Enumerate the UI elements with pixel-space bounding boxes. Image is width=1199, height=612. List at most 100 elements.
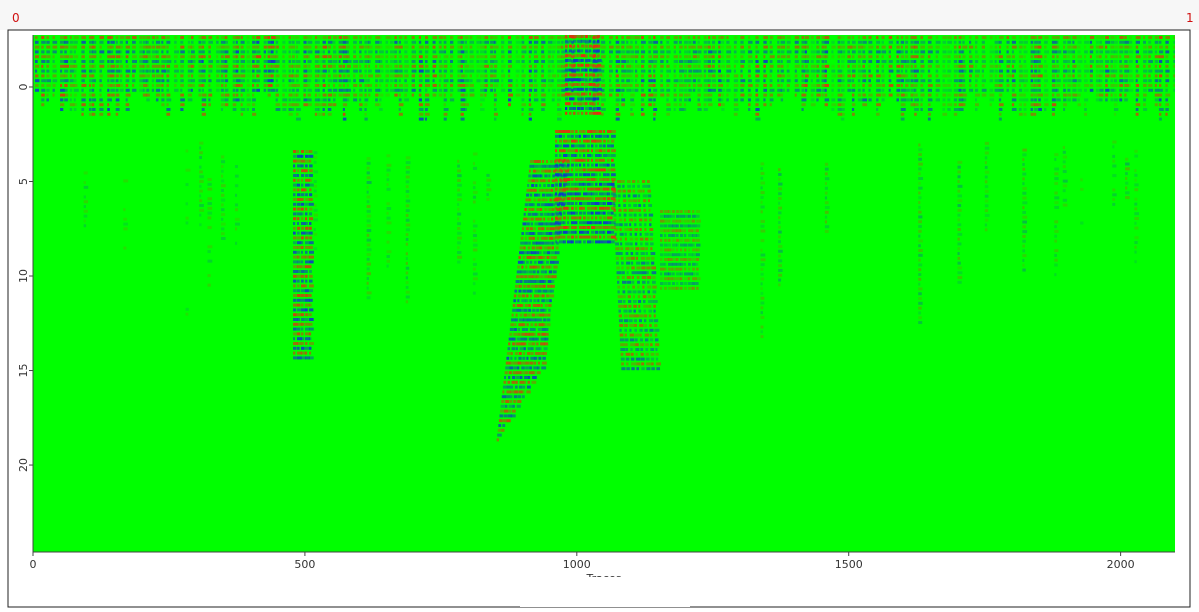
reflection — [367, 296, 371, 299]
reflection — [174, 70, 179, 73]
reflection — [323, 89, 325, 92]
reflection — [247, 89, 249, 92]
reflection — [315, 79, 318, 82]
reflection — [1054, 240, 1057, 243]
reflection — [198, 50, 201, 53]
reflection — [333, 36, 337, 39]
reflection — [339, 84, 342, 87]
reflection — [333, 60, 337, 63]
reflection — [502, 395, 506, 398]
reflection — [318, 70, 322, 73]
reflection — [889, 60, 893, 63]
reflection — [962, 79, 965, 82]
reflection — [721, 65, 725, 68]
reflection — [110, 79, 114, 82]
reflection — [557, 98, 561, 101]
reflection — [1024, 60, 1027, 63]
reflection — [626, 70, 630, 73]
reflection — [577, 97, 582, 100]
reflection — [621, 266, 623, 269]
reflection — [630, 343, 635, 346]
reflection — [1110, 70, 1114, 73]
reflection — [46, 89, 49, 92]
reflection — [579, 135, 581, 138]
reflection — [480, 60, 485, 63]
reflection — [308, 74, 313, 77]
reflection — [561, 41, 563, 44]
reflection — [156, 98, 159, 101]
reflection — [734, 55, 737, 58]
reflection — [216, 36, 219, 39]
reflection — [537, 366, 539, 369]
reflection — [982, 65, 986, 68]
reflection — [450, 41, 453, 44]
reflection — [591, 212, 594, 215]
reflection — [529, 98, 531, 101]
reflection — [241, 65, 245, 68]
reflection — [546, 323, 550, 326]
reflection — [1038, 46, 1041, 49]
reflection — [624, 319, 628, 322]
reflection — [593, 73, 595, 76]
reflection — [530, 160, 534, 163]
reflection — [305, 246, 309, 249]
reflection — [679, 108, 684, 111]
reflection — [293, 260, 298, 263]
reflection — [958, 175, 961, 178]
reflection — [146, 46, 151, 49]
reflection — [419, 36, 421, 39]
reflection — [470, 36, 473, 39]
page: {"chart_data": {"type": "radargram", "le… — [0, 0, 1199, 612]
reflection — [1129, 65, 1132, 68]
reflection — [514, 395, 518, 398]
reflection — [551, 184, 554, 187]
reflection — [74, 36, 79, 39]
reflection — [591, 168, 595, 171]
reflection — [110, 55, 115, 58]
reflection — [364, 89, 366, 92]
reflection — [595, 149, 599, 152]
reflection — [92, 41, 96, 44]
reflection — [587, 183, 591, 186]
reflection — [990, 55, 992, 58]
reflection — [404, 36, 407, 39]
reflection — [252, 55, 257, 58]
reflection — [1129, 79, 1134, 82]
reflection — [571, 159, 575, 162]
reflection — [614, 223, 619, 226]
reflection — [494, 60, 498, 63]
reflection — [641, 60, 645, 63]
reflection — [561, 203, 565, 206]
reflection — [247, 65, 252, 68]
reflection — [404, 41, 408, 44]
reflection — [787, 41, 791, 44]
reflection — [385, 50, 388, 53]
reflection — [822, 94, 824, 97]
reflection — [914, 94, 918, 97]
reflection — [457, 198, 462, 201]
reflection — [985, 204, 989, 207]
reflection — [620, 238, 622, 241]
reflection — [896, 55, 898, 58]
reflection — [889, 79, 892, 82]
reflection — [591, 192, 595, 195]
reflection — [399, 89, 403, 92]
reflection — [1090, 41, 1092, 44]
reflection — [801, 98, 806, 101]
reflection — [1136, 108, 1139, 111]
reflection — [704, 84, 709, 87]
reflection — [425, 65, 428, 68]
reflection — [541, 266, 544, 269]
reflection — [795, 94, 797, 97]
reflection — [439, 65, 443, 68]
reflection — [368, 65, 370, 68]
reflection — [132, 79, 135, 82]
reflection — [811, 84, 816, 87]
reflection — [480, 55, 484, 58]
reflection — [328, 74, 331, 77]
reflection — [581, 45, 584, 48]
reflection — [1056, 60, 1058, 63]
reflection — [653, 46, 657, 49]
reflection — [607, 207, 610, 210]
reflection — [985, 156, 987, 159]
